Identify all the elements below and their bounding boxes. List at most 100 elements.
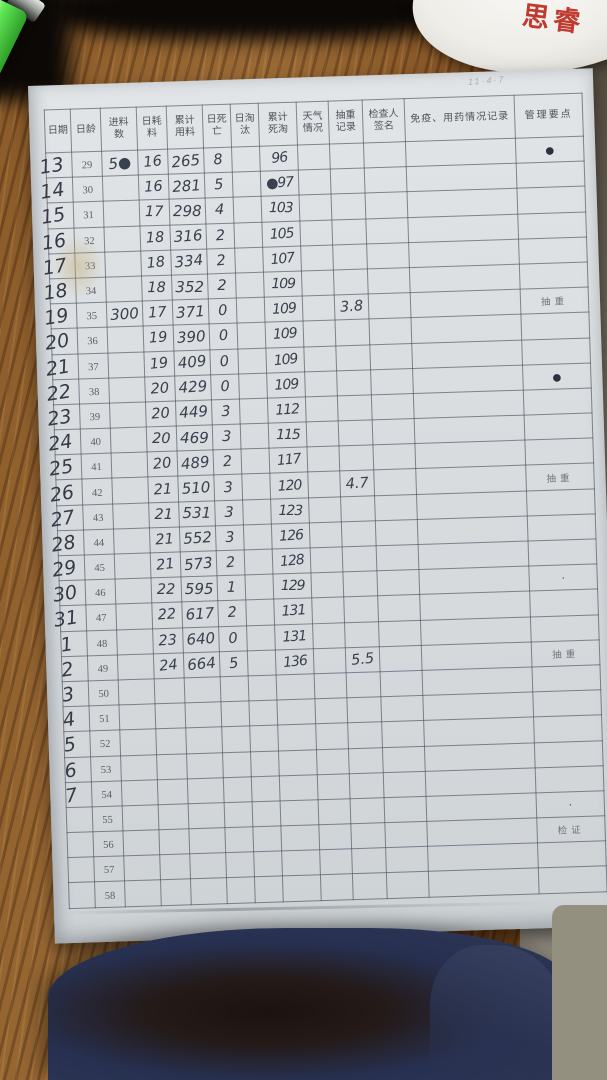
cell-feed_cum: [186, 752, 224, 779]
cell-weight: [330, 168, 366, 195]
feed_cum-value: 510: [181, 478, 212, 498]
faint-pencil-note: 11·4·7: [467, 74, 506, 87]
cell-weight: [331, 218, 367, 245]
date-value: 30: [51, 581, 80, 607]
cell-feed_cum: [189, 852, 227, 880]
age-value: 53: [100, 764, 112, 776]
death-value: 0: [219, 378, 231, 396]
death-value: 5: [228, 655, 240, 673]
cell-weather: [318, 823, 352, 850]
cell-cull: [238, 372, 268, 399]
cell-cull: [233, 196, 262, 223]
death-value: 2: [227, 605, 238, 622]
feed_daily-value: 20: [150, 380, 170, 398]
cell-feed_in: [114, 552, 152, 580]
cell-mgmt: [531, 664, 601, 693]
cell-feed_daily: 18: [140, 249, 172, 276]
cell-date: 3: [61, 680, 90, 707]
cell-death_cum: [281, 849, 321, 877]
cell-death: [220, 675, 249, 702]
cell-mgmt: [527, 513, 597, 542]
age-value: 55: [102, 814, 114, 826]
cell-weight: [340, 495, 376, 522]
cell-mgmt: [528, 538, 597, 567]
table-top-shadow: [50, 0, 460, 40]
cell-feed_daily: 18: [141, 275, 173, 302]
cell-death: 2: [207, 273, 237, 300]
table-body: 13 29 5● 16 265 8 96 ● 14 30 16 281 5 ●97 15 31 17 298 4 10…: [38, 136, 607, 909]
cell-weather: [311, 597, 345, 624]
cell-age: 35: [76, 302, 108, 329]
cell-inspector: [378, 619, 422, 647]
cell-inspector: [384, 821, 428, 848]
cell-age: 38: [78, 377, 110, 404]
feed_cum-value: 552: [182, 528, 213, 549]
death_cum-value: 96: [270, 149, 288, 168]
cell-weight: [338, 445, 374, 472]
cell-medication: [418, 566, 530, 595]
cell-feed_cum: [184, 676, 221, 703]
feed_cum-value: 390: [176, 326, 207, 347]
cell-inspector: [375, 519, 419, 546]
cell-weight: [342, 545, 377, 573]
cell-feed_in: [118, 703, 156, 731]
cell-weather: [313, 647, 347, 674]
feed_cum-value: 265: [170, 150, 202, 172]
cell-feed_daily: 17: [142, 300, 174, 327]
cell-weather: [301, 269, 335, 297]
death-value: 2: [222, 453, 233, 471]
feed_cum-value: 573: [183, 553, 214, 574]
cell-death: [224, 801, 253, 828]
cell-feed_daily: 20: [145, 400, 177, 428]
cell-date: 30: [52, 580, 86, 607]
cell-feed_cum: 334: [170, 248, 208, 276]
cell-age: 30: [72, 176, 104, 203]
cell-feed_cum: 640: [182, 626, 220, 653]
cell-feed_daily: 16: [137, 149, 169, 176]
cell-date: 14: [39, 177, 74, 204]
cell-age: 45: [84, 554, 116, 581]
cell-death_cum: 115: [268, 421, 307, 449]
cell-weather: [316, 748, 350, 775]
cell-cull: [249, 725, 279, 752]
cell-death_cum: [278, 749, 318, 776]
feed_daily-value: 20: [152, 455, 173, 474]
cell-death_cum: 109: [265, 346, 305, 373]
cell-feed_cum: 429: [174, 374, 212, 401]
cell-feed_daily: [158, 803, 189, 830]
cell-death: [223, 776, 253, 803]
age-value: 48: [96, 638, 108, 650]
cell-death: 2: [217, 600, 247, 627]
cell-death_cum: 129: [272, 573, 312, 600]
col-header-mgmt: 管理要点: [514, 93, 584, 139]
cell-weight: [333, 268, 369, 296]
date-value: 29: [51, 556, 79, 582]
cell-weight: [336, 369, 372, 396]
col-header-date: 日期: [44, 109, 72, 153]
cell-mgmt: ·: [535, 790, 605, 818]
cell-feed_in: [121, 779, 159, 806]
cell-inspector: [380, 695, 424, 723]
cell-mgmt: [535, 765, 604, 793]
cell-feed_cum: 595: [181, 575, 218, 603]
feed_daily-value: 21: [153, 480, 173, 499]
feed_cum-value: 617: [185, 603, 216, 624]
cell-feed_daily: [158, 828, 190, 855]
cell-inspector: [365, 217, 409, 244]
feed_cum-value: 595: [184, 579, 214, 598]
date-value: 5: [62, 733, 78, 758]
cell-feed_cum: 390: [173, 324, 210, 351]
death-value: 2: [215, 252, 227, 270]
cell-cull: [236, 297, 266, 324]
cell-weather: [302, 295, 336, 322]
cell-inspector: [371, 393, 415, 420]
cell-cull: [246, 624, 276, 651]
cell-mgmt: 检证: [536, 815, 606, 844]
cup-brand-text: 思睿: [520, 0, 586, 39]
cell-feed_in: [120, 754, 158, 781]
cell-feed_in: [123, 854, 161, 882]
cell-death: 4: [205, 197, 234, 224]
cell-feed_daily: 24: [153, 652, 185, 679]
cell-weight: [352, 873, 388, 900]
cell-weather: [306, 446, 340, 473]
